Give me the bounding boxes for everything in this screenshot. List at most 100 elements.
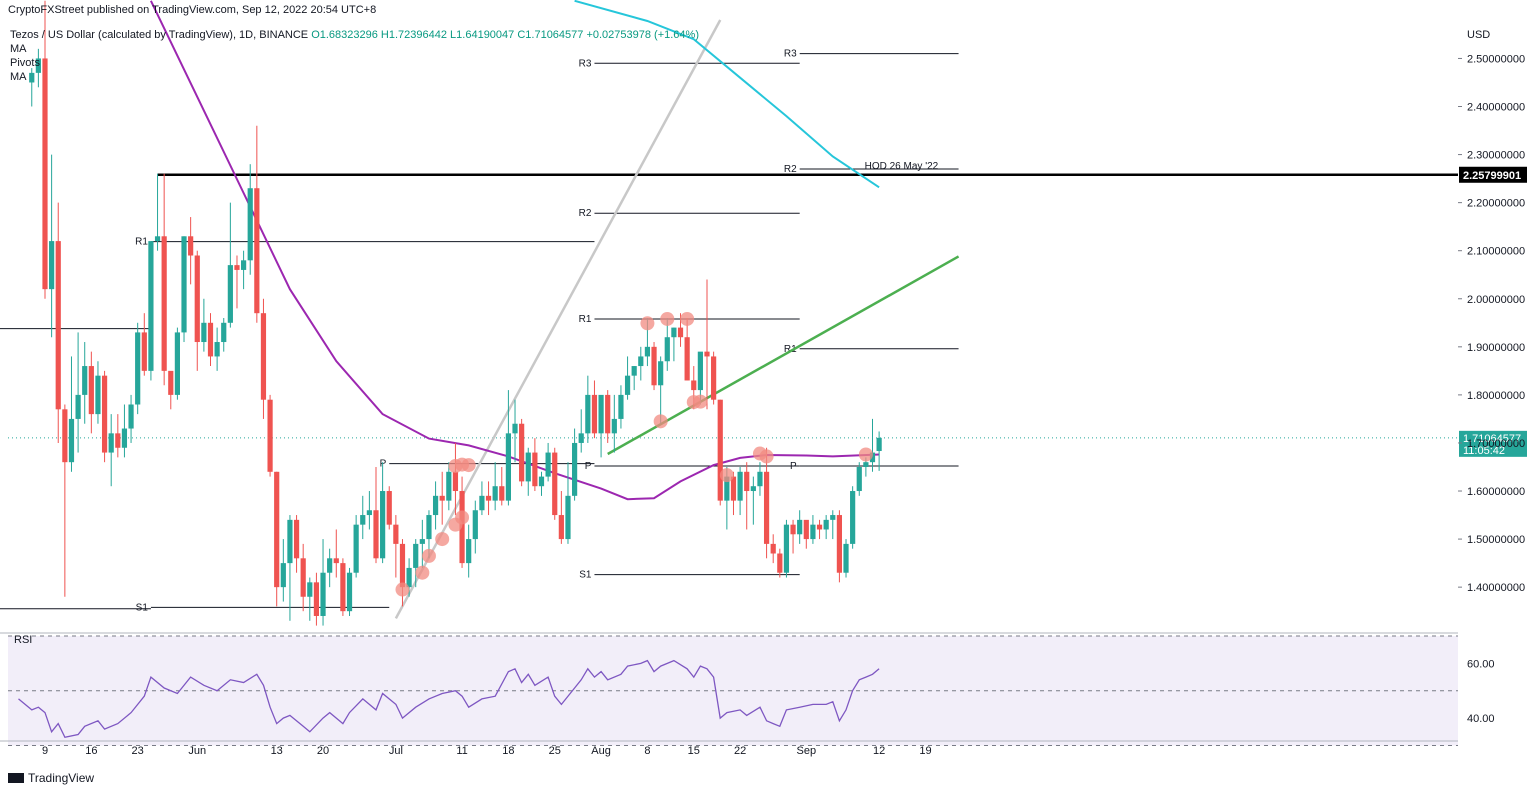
candle-down <box>730 471 737 516</box>
candle-up <box>525 447 531 496</box>
legend-pivots[interactable]: Pivots <box>10 57 40 69</box>
candle-body <box>280 563 286 588</box>
candle-body <box>512 423 518 434</box>
candle-body <box>578 433 584 443</box>
hod-annotation: HOD 26 May '22 <box>865 161 939 172</box>
last-price-label: 1.71064577 <box>1463 433 1521 445</box>
price-tick-label: 1.40000000 <box>1467 582 1525 594</box>
candle-body <box>393 524 399 544</box>
candle-down <box>393 515 399 578</box>
candle-body <box>618 394 624 419</box>
candle-body <box>711 356 717 400</box>
price-axis[interactable]: 2.50000000 2.40000000 2.30000000 2.20000000… <box>1458 53 1525 725</box>
chart-legend: Tezos / US Dollar (calculated by Trading… <box>10 28 699 84</box>
candle-up <box>631 366 637 391</box>
candle-body <box>346 572 353 612</box>
candle-up <box>75 332 81 453</box>
candles <box>29 0 882 626</box>
time-tick-label: 8 <box>644 745 650 757</box>
time-tick-label: 12 <box>873 745 885 757</box>
candle-up <box>366 491 372 530</box>
candle-up <box>823 515 829 540</box>
level-price-tag <box>1459 166 1527 183</box>
candle-body <box>644 346 651 357</box>
candle-up <box>876 431 882 471</box>
candle-body <box>466 539 472 564</box>
legend-ma-2[interactable]: MA <box>10 71 27 83</box>
legend-ma-1[interactable]: MA <box>10 43 27 55</box>
currency-label: USD <box>1467 29 1490 41</box>
candle-body <box>783 524 790 573</box>
candle-down <box>55 202 61 443</box>
candle-body <box>49 241 55 290</box>
candle-up <box>856 462 862 496</box>
candle-body <box>724 476 730 501</box>
candle-up <box>419 519 425 568</box>
candle-body <box>201 322 207 343</box>
candle-body <box>850 491 856 544</box>
candle-down <box>141 313 147 376</box>
highlight-markers <box>395 311 873 597</box>
price-tick-label: 1.60000000 <box>1467 486 1525 498</box>
candle-down <box>519 418 525 487</box>
publisher-line: CryptoFXStreet published on TradingView.… <box>8 4 377 16</box>
pivot-label: P <box>790 461 797 472</box>
candle-up <box>446 462 452 511</box>
candle-up <box>783 519 790 578</box>
candle-body <box>340 563 346 612</box>
candle-body <box>836 515 842 573</box>
highlight-marker <box>421 548 436 563</box>
candle-down <box>816 519 823 540</box>
candle-up <box>280 539 286 602</box>
candle-body <box>545 452 551 477</box>
trendline <box>394 19 722 619</box>
candle-body <box>293 519 300 559</box>
candle-body <box>843 543 849 573</box>
candle-down <box>161 173 167 386</box>
candle-body <box>194 255 200 343</box>
rsi-tick-label: 40.00 <box>1467 713 1495 725</box>
candle-down <box>452 442 459 516</box>
candle-down <box>115 414 121 458</box>
candle-down <box>267 394 273 477</box>
rsi-line <box>18 659 880 739</box>
candle-up <box>810 515 816 544</box>
candle-down <box>704 279 710 410</box>
candle-up <box>492 462 498 511</box>
candle-up <box>479 481 485 516</box>
price-tick-label: 1.50000000 <box>1467 534 1525 546</box>
candle-up <box>49 154 55 338</box>
candle-up <box>585 375 591 443</box>
candle-body <box>82 366 88 395</box>
candle-down <box>101 370 108 463</box>
candle-up <box>241 250 247 290</box>
candle-up <box>221 317 227 352</box>
pivot-label: R1 <box>135 237 148 248</box>
candle-down <box>386 486 392 530</box>
candle-body <box>419 539 425 544</box>
candle-down <box>651 342 657 391</box>
candle-body <box>108 433 114 453</box>
tradingview-logo-icon <box>8 773 24 783</box>
candle-body <box>677 327 684 338</box>
symbol-title[interactable]: Tezos / US Dollar (calculated by Trading… <box>10 29 309 41</box>
tradingview-footer[interactable]: TradingView <box>8 771 94 785</box>
candle-down <box>274 471 280 607</box>
candle-down <box>42 0 48 299</box>
candle-body <box>380 491 386 559</box>
pivot-label: R3 <box>784 49 797 60</box>
pivot-label: P <box>585 461 592 472</box>
countdown-label: 11:05:42 <box>1463 445 1505 457</box>
candle-up <box>287 515 293 621</box>
candle-body <box>320 572 326 616</box>
candle-up <box>201 298 207 352</box>
candle-body <box>770 543 776 554</box>
time-axis[interactable]: 9 16 23 Jun 13 20 Jul 11 18 25 Aug 8 15 22 Sep 12 19 <box>0 740 1458 757</box>
candle-up <box>565 462 571 544</box>
candle-body <box>505 433 511 501</box>
candle-body <box>287 519 293 564</box>
candle-body <box>55 241 61 410</box>
candle-up <box>611 394 617 453</box>
candle-down <box>333 529 339 578</box>
